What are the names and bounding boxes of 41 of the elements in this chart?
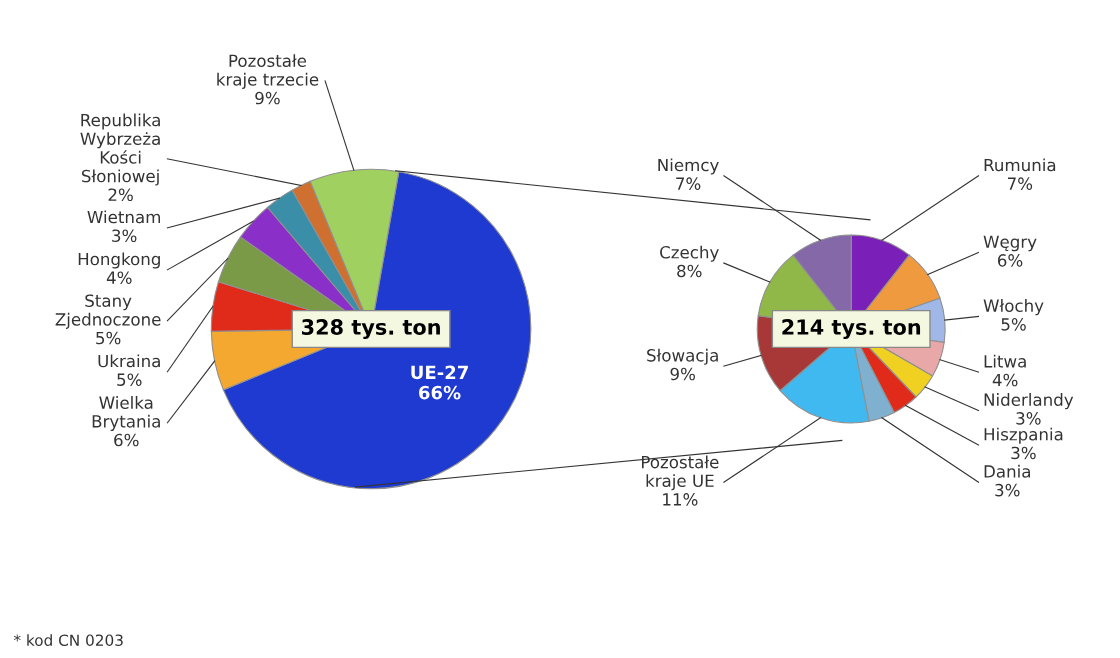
data-label: 3%: [1011, 446, 1036, 460]
slice-label: Słowacja: [647, 348, 718, 365]
slice-label: Litwa: [984, 354, 1026, 368]
data-label: 9%: [670, 367, 695, 381]
slice-label: Wietnam: [87, 210, 160, 224]
data-label: 5%: [117, 373, 142, 386]
data-label: 5%: [96, 331, 121, 345]
data-label: 4%: [992, 373, 1018, 387]
text: 328 tys. ton: [301, 319, 440, 340]
slice-label: Hongkong: [78, 252, 160, 269]
slice-label: Wielka Brytania: [92, 396, 160, 431]
data-label: 6%: [997, 254, 1023, 267]
data-label: 8%: [677, 264, 702, 278]
slice-label: Ukraina: [98, 354, 160, 368]
text: 214 tys. ton: [782, 319, 921, 340]
data-label: 6%: [114, 433, 139, 447]
data-label: 3%: [995, 483, 1020, 497]
data-label: 4%: [106, 271, 132, 285]
text: * kod CN 0203: [13, 634, 123, 646]
data-label: 9%: [255, 91, 280, 105]
slice-label: Niemcy: [658, 158, 719, 175]
slice-label: Czechy: [660, 245, 719, 262]
data-label: 2%: [108, 188, 133, 202]
data-label: 66%: [419, 385, 461, 400]
slice-label: Republika Wybrzeża Kości Słoniowej: [80, 113, 160, 186]
slice-label: Dania: [984, 464, 1030, 478]
slice-label: Stany Zjednoczone: [55, 294, 161, 329]
slice-label: Rumunia: [984, 158, 1056, 172]
slice-label: UE-27: [411, 365, 468, 380]
data-label: 5%: [1001, 318, 1026, 331]
slice-label: Włochy: [983, 299, 1044, 316]
data-label: 3%: [1016, 412, 1041, 425]
slice-label: Hiszpania: [984, 427, 1063, 444]
slice-label: Pozostałe kraje trzecie: [217, 54, 319, 89]
data-label: 7%: [1007, 177, 1033, 190]
data-label: 11%: [663, 493, 698, 506]
data-label: 3%: [112, 229, 137, 243]
slice-label: Węgry: [983, 235, 1037, 252]
slice-label: Niderlandy: [984, 393, 1074, 410]
data-label: 7%: [676, 177, 701, 190]
slice-label: Pozostałe kraje UE: [641, 455, 719, 491]
